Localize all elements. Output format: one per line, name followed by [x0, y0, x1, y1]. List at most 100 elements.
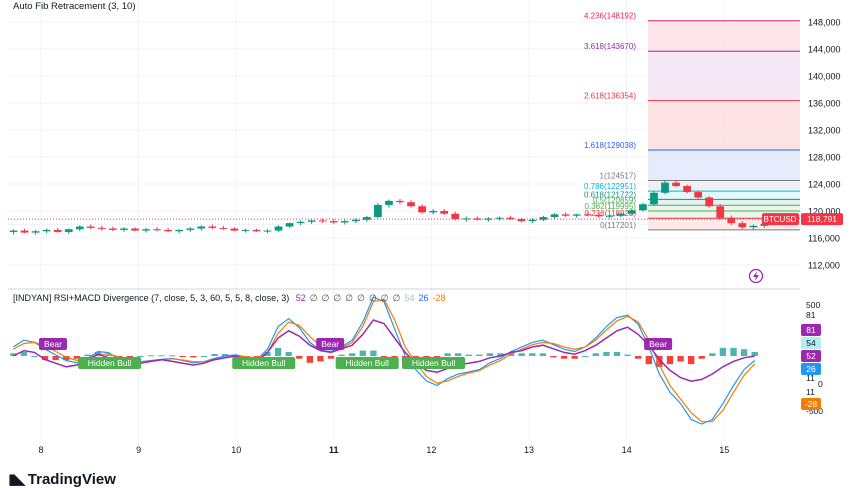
histogram-bar: [666, 356, 674, 365]
time-tick-label: 14: [622, 445, 632, 455]
fib-zone: [648, 51, 800, 101]
histogram-bar: [349, 353, 356, 356]
candle-body: [572, 214, 581, 216]
indicator-value-badge-label: 54: [806, 338, 816, 348]
candle-body: [738, 223, 747, 228]
price-tick-label: 112,000: [808, 261, 840, 271]
histogram-bar: [719, 347, 727, 356]
indicator-tick-label: 11: [806, 373, 815, 383]
price-axis: 112,000 116,000 120,000 124,000 128,000 132,0…: [801, 18, 843, 271]
bear-signal: [316, 338, 345, 350]
hidden-bull-signal: [402, 357, 466, 369]
fib-level-label: 3.618(143670): [584, 42, 636, 51]
histogram-bar: [221, 353, 229, 356]
candle-body: [440, 211, 449, 214]
histogram-bar: [327, 356, 335, 359]
candle-body: [561, 214, 570, 216]
fib-level-label: 0.618(121722): [584, 190, 636, 199]
histogram-bar: [454, 353, 462, 356]
histogram-bar: [550, 356, 557, 358]
candle-body: [473, 218, 482, 220]
histogram-bar: [635, 356, 642, 359]
fib-level-label: 0.382(119995): [585, 202, 637, 211]
fib-zone: [648, 20, 800, 52]
candle-body: [53, 229, 62, 232]
indicator-value-badge-label: 26: [806, 364, 816, 374]
brand-name: TradingView: [27, 471, 116, 488]
candle-body: [418, 206, 426, 213]
candle-body: [716, 206, 725, 218]
symbol-badge: [762, 213, 799, 226]
candle-body: [539, 217, 548, 220]
candle-body: [97, 227, 106, 229]
candle-body: [219, 227, 228, 229]
candle-body: [374, 204, 382, 218]
indicator-value: 54: [404, 293, 415, 303]
fib-retracement: 4.236(148192) 3.618(143670) 2.618(136354) 1…: [584, 12, 800, 231]
candle-body: [153, 229, 161, 231]
candle-body: [318, 220, 327, 222]
histogram-bar: [529, 353, 536, 356]
price-tick-label: 148,000: [808, 18, 841, 28]
indicator-value-badge: [801, 337, 821, 349]
fib-level-label: 2.618(136354): [584, 92, 636, 101]
candle-body: [75, 226, 84, 230]
candle-body: [142, 229, 150, 231]
histogram-bar: [253, 356, 261, 358]
histogram-bar: [507, 353, 515, 356]
histogram-bar: [582, 356, 589, 357]
symbol-label: BTCUSD: [764, 215, 797, 224]
fib-zone: [648, 218, 800, 230]
histogram-bar: [84, 354, 91, 356]
indicator-tick-label: -500: [806, 406, 823, 416]
histogram-bar: [10, 353, 17, 356]
price-tick-label: 120,000: [808, 207, 841, 217]
fib-zone: [648, 180, 800, 192]
candle-body: [605, 215, 614, 217]
histogram-bar: [168, 355, 176, 357]
indicator-value: ∅: [392, 293, 401, 303]
tradingview-logo-icon: ▮◣: [8, 471, 26, 488]
hidden-bull-signal: [335, 357, 399, 369]
candle-body: [683, 186, 691, 193]
candle-body: [451, 213, 460, 220]
histogram-bar: [63, 356, 70, 361]
candle-body: [616, 213, 625, 216]
candle-body: [351, 219, 360, 222]
candle-body: [583, 214, 592, 216]
fib-level-label: 0(117201): [600, 221, 636, 230]
price-tick-label: 132,000: [808, 126, 841, 136]
candle-body: [307, 220, 316, 222]
fib-level-label: 1(124517): [600, 172, 637, 181]
indicator-value: ∅: [368, 293, 377, 303]
candle-body: [9, 230, 18, 232]
histogram-bar: [158, 355, 165, 357]
indicator-value: ∅: [380, 293, 389, 303]
candle-body: [672, 182, 680, 187]
price-tick-label: 116,000: [808, 234, 840, 244]
indicator-value: ∅: [345, 293, 354, 303]
last-price-label: 118,791: [807, 214, 837, 224]
indicator-value: -28: [432, 293, 446, 303]
candle-body: [495, 217, 504, 219]
indicator-name: [INDYAN] RSI+MACD Divergence (7, close, …: [13, 293, 290, 303]
candle-body: [462, 218, 471, 220]
signal-label: Hidden Bull: [242, 358, 286, 368]
candle-body: [650, 192, 658, 205]
candle-body: [385, 200, 393, 205]
histogram-bar: [179, 356, 186, 357]
last-price-badge: [801, 213, 843, 226]
histogram-bar: [211, 353, 218, 356]
candle-body: [20, 230, 29, 233]
bear-signal: [644, 338, 673, 350]
candle-body: [285, 223, 294, 227]
indicator-tick-label: 81: [806, 310, 816, 320]
indicator-value-badge-label: 81: [806, 325, 816, 335]
indicator-value-badge: [801, 324, 821, 336]
hidden-bull-signal: [232, 357, 296, 369]
indicator-value: 26: [418, 293, 429, 303]
candle-body: [31, 231, 40, 233]
alert-bolt-icon: [748, 268, 764, 284]
